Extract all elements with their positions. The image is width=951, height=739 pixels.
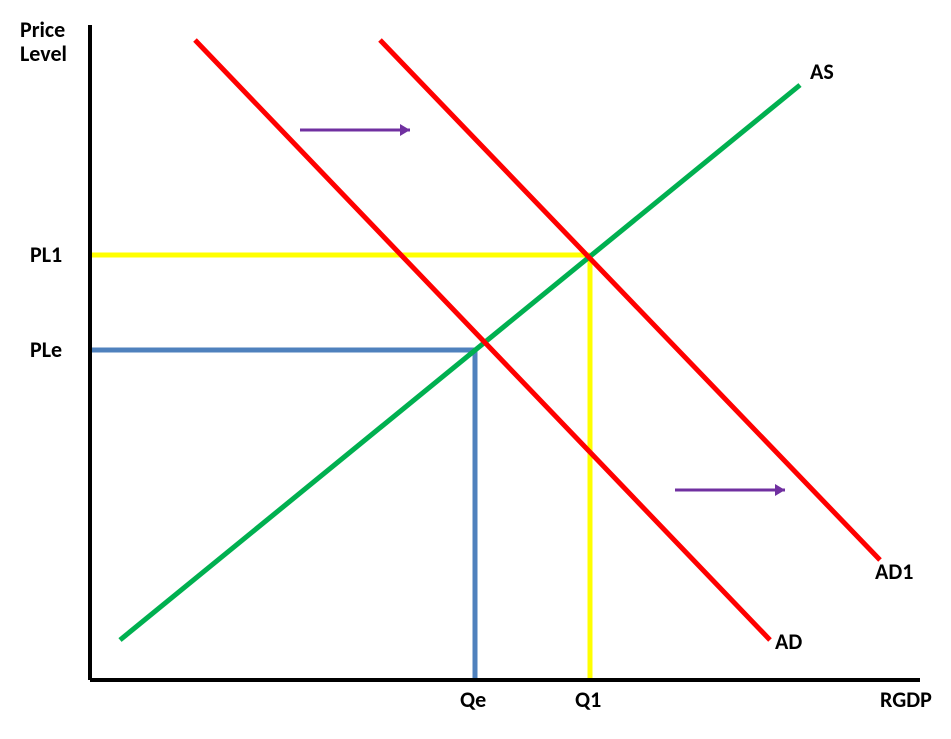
line-AD1 bbox=[380, 40, 880, 560]
asad-chart: Price Level RGDP PLe PL1 Qe Q1 AS AD AD1 bbox=[0, 0, 951, 739]
tick-label-pl1: PL1 bbox=[30, 243, 62, 267]
line-AS bbox=[120, 85, 800, 640]
line-label-ad1: AD1 bbox=[875, 560, 913, 584]
shift-arrow-head bbox=[775, 484, 785, 496]
tick-label-qe: Qe bbox=[460, 688, 486, 712]
chart-svg bbox=[0, 0, 951, 739]
tick-label-ple: PLe bbox=[30, 338, 62, 362]
tick-label-q1: Q1 bbox=[575, 688, 601, 712]
y-axis-label: Price Level bbox=[20, 18, 67, 66]
x-axis-label: RGDP bbox=[880, 688, 932, 712]
line-label-as: AS bbox=[810, 60, 834, 84]
line-label-ad: AD bbox=[775, 630, 802, 654]
line-AD bbox=[195, 40, 770, 640]
shift-arrow-head bbox=[400, 124, 410, 136]
